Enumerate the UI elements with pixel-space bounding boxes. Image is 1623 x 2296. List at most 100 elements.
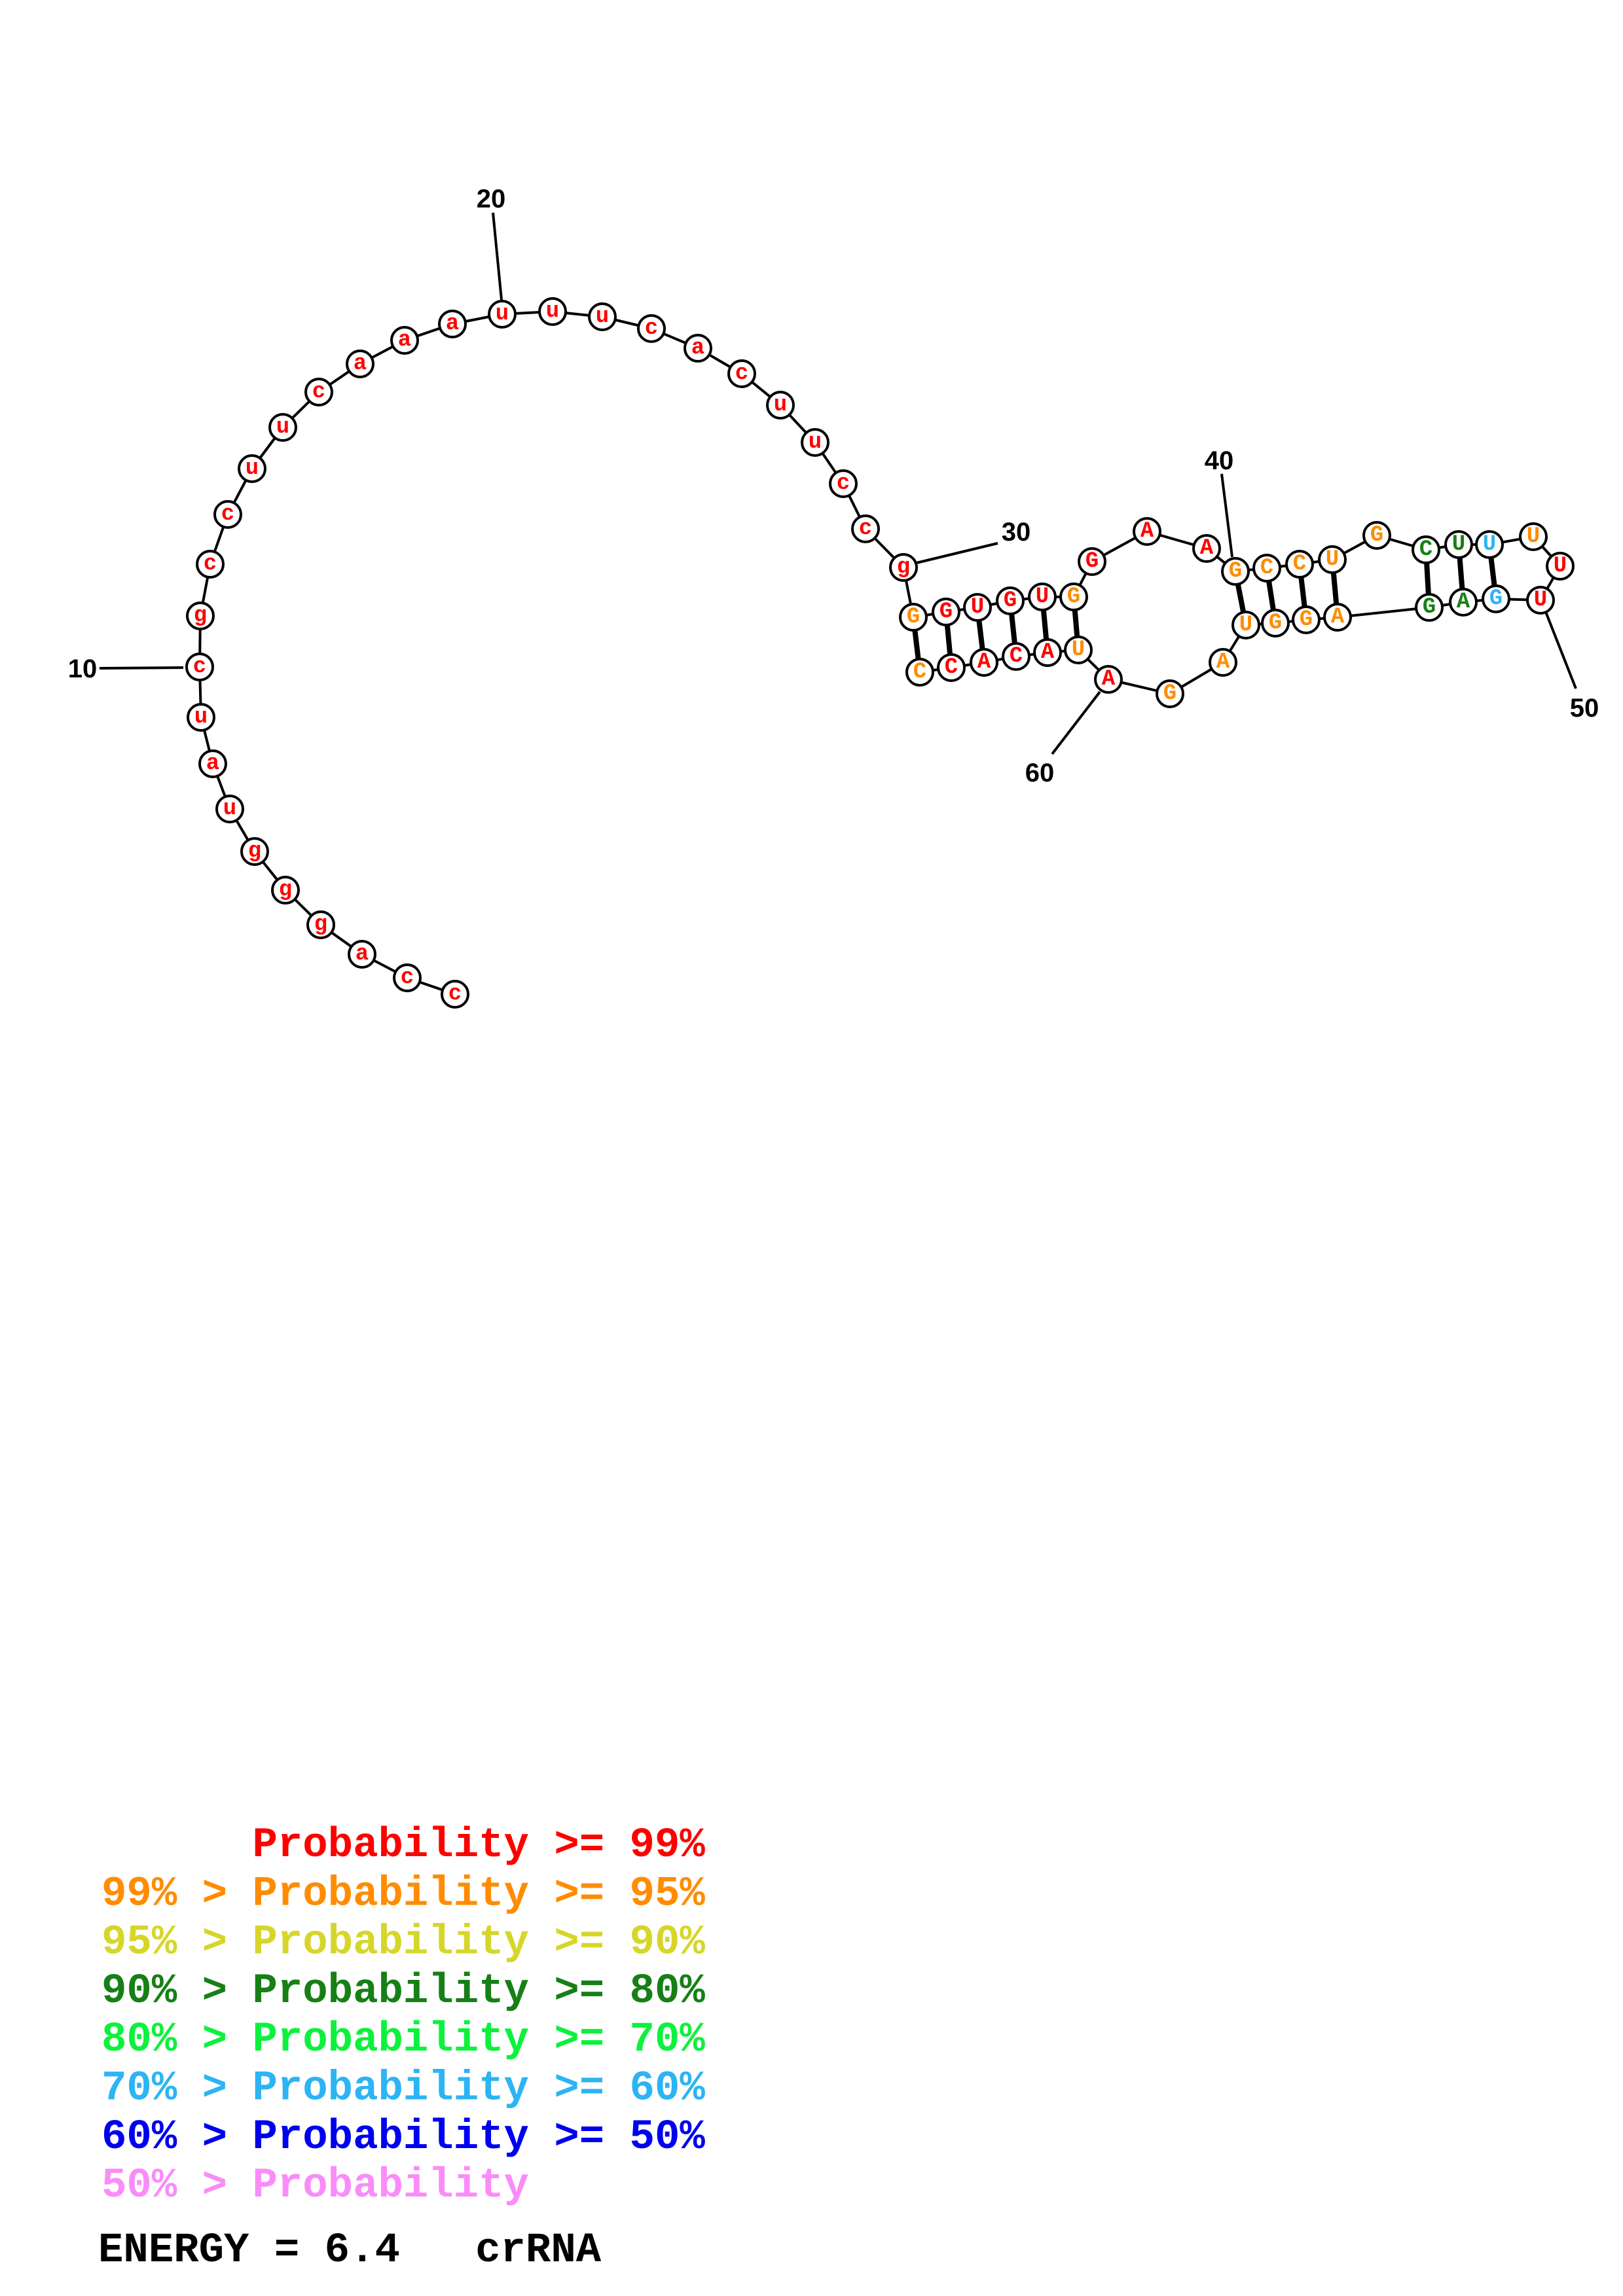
nucleotide-node: c — [727, 359, 756, 388]
nucleotide-node: U — [1231, 611, 1260, 639]
nucleotide-letter: g — [248, 839, 261, 864]
nucleotide-circle — [1292, 605, 1321, 634]
nucleotide-circle — [996, 586, 1025, 615]
nucleotide-node: C — [937, 653, 966, 682]
nucleotide-node: C — [905, 658, 934, 687]
nucleotide-node: u — [588, 302, 617, 331]
position-pointer-line — [492, 212, 503, 300]
nucleotide-circle — [1094, 665, 1123, 694]
nucleotide-node: u — [766, 391, 795, 420]
legend-row: 60% > Probability >= 50% — [101, 2114, 705, 2161]
nucleotide-letter: G — [1085, 549, 1099, 574]
nucleotide-circle — [488, 300, 517, 329]
nucleotide-letter: u — [546, 299, 559, 324]
nucleotide-circle — [441, 980, 469, 1009]
nucleotide-letter: u — [809, 430, 822, 455]
nucleotide-node: A — [1094, 665, 1123, 694]
nucleotide-letter: c — [645, 316, 658, 341]
nucleotide-node: A — [1033, 638, 1062, 667]
nucleotide-letter: c — [448, 982, 462, 1007]
nucleotide-circle — [271, 876, 300, 905]
nucleotide-node: u — [187, 703, 215, 732]
nucleotide-node: c — [196, 550, 225, 579]
nucleotide-node: G — [1156, 679, 1184, 708]
nucleotide-node: A — [1209, 648, 1237, 677]
nucleotide-letter: u — [223, 797, 236, 821]
nucleotide-circle — [238, 454, 266, 483]
nucleotide-node: u — [268, 413, 297, 442]
nucleotide-circle — [727, 359, 756, 388]
nucleotide-circle — [1415, 593, 1444, 622]
nucleotide-node: U — [963, 593, 992, 622]
nucleotide-letter: G — [1370, 523, 1383, 548]
nucleotide-node: c — [213, 500, 242, 529]
nucleotide-circle — [851, 514, 880, 543]
position-label: 30 — [1002, 518, 1031, 547]
nucleotide-circle — [438, 310, 467, 338]
nucleotide-letter: A — [1102, 667, 1116, 692]
nucleotide-letter: A — [977, 650, 991, 675]
nucleotide-circle — [1209, 648, 1237, 677]
nucleotide-letter: u — [774, 393, 787, 418]
nucleotide-letter: c — [735, 361, 748, 386]
nucleotide-letter: g — [314, 912, 327, 937]
nucleotide-node: G — [1292, 605, 1321, 634]
nucleotide-letter: c — [193, 655, 206, 679]
nucleotide-circle — [306, 910, 335, 939]
nucleotide-circle — [198, 749, 227, 778]
nucleotide-letter: a — [398, 328, 411, 353]
nucleotide-letter: a — [691, 336, 704, 361]
nucleotide-letter: U — [1554, 554, 1567, 579]
nucleotide-letter: A — [1041, 640, 1055, 665]
nucleotide-circle — [1192, 534, 1221, 563]
nucleotide-letter: A — [1216, 650, 1230, 675]
nucleotide-node: G — [996, 586, 1025, 615]
nucleotide-node: G — [899, 603, 928, 632]
nucleotide-circle — [684, 334, 712, 363]
nucleotide-node: G — [1078, 547, 1106, 576]
nucleotide-node: c — [441, 980, 469, 1009]
nucleotide-letter: G — [1300, 607, 1313, 632]
position-label: 20 — [477, 185, 506, 213]
position-pointer-line — [1544, 611, 1577, 689]
nucleotide-circle — [588, 302, 617, 331]
nucleotide-circle — [1412, 535, 1440, 564]
nucleotide-circle — [1252, 554, 1281, 583]
nucleotide-circle — [215, 795, 244, 823]
nucleotide-circle — [1221, 557, 1250, 586]
nucleotide-letter: C — [1419, 537, 1432, 562]
nucleotide-circle — [801, 428, 830, 457]
position-label: 60 — [1025, 759, 1055, 787]
nucleotide-letter: G — [1269, 611, 1282, 636]
nucleotide-node: a — [348, 940, 376, 969]
nucleotide-circle — [1444, 530, 1473, 559]
nucleotide-letter: G — [1163, 681, 1176, 706]
nucleotide-node: u — [238, 454, 266, 483]
nucleotide-node: A — [1323, 603, 1352, 632]
nucleotide-node: U — [1519, 522, 1548, 551]
position-pointer-lines — [99, 212, 1577, 755]
nucleotide-circle — [185, 653, 214, 681]
nucleotide-node: g — [240, 837, 269, 866]
nucleotide-node: G — [1362, 521, 1391, 550]
nucleotide-circle — [970, 648, 998, 677]
nucleotide-circle — [937, 653, 966, 682]
nucleotide-letter: c — [859, 516, 872, 541]
nucleotide-circle — [1059, 583, 1088, 611]
nucleotide-node: c — [829, 469, 858, 498]
nucleotide-node: c — [304, 378, 333, 406]
nucleotide-node: g — [306, 910, 335, 939]
legend-row: 80% > Probability >= 70% — [101, 2017, 705, 2064]
nucleotide-node: U — [1444, 530, 1473, 559]
nucleotide-letter: A — [1457, 590, 1470, 615]
nucleotide-letter: U — [1534, 588, 1547, 613]
nucleotide-circle — [393, 963, 422, 992]
nucleotide-letter: G — [1067, 584, 1080, 609]
nucleotide-letter: g — [279, 878, 292, 903]
nucleotide-letter: G — [1229, 559, 1242, 584]
nucleotide-circle — [1519, 522, 1548, 551]
nucleotide-circle — [1156, 679, 1184, 708]
nucleotide-node: G — [932, 598, 960, 626]
